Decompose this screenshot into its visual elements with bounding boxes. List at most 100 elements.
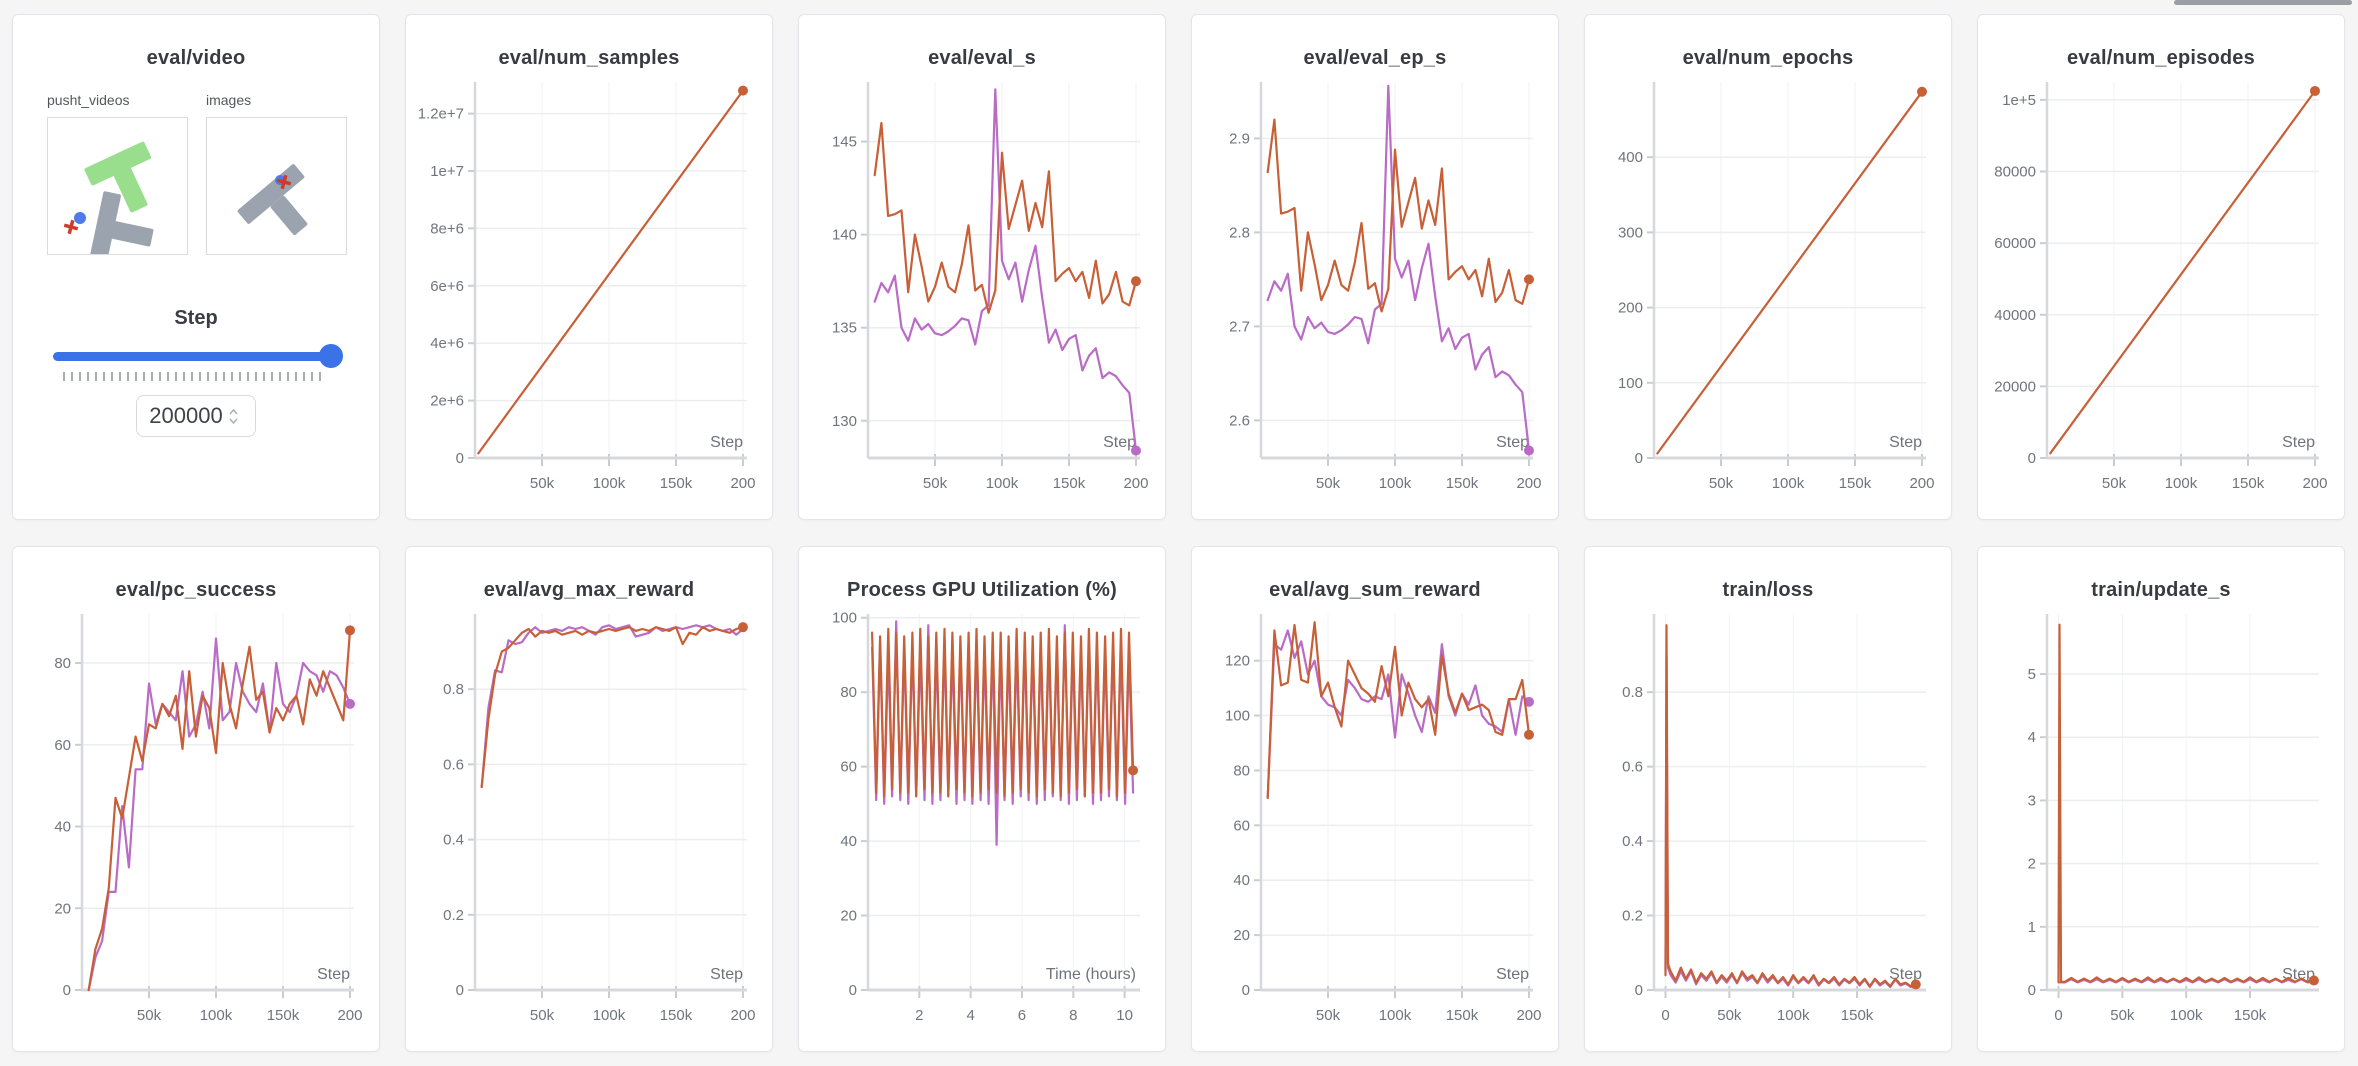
svg-text:0: 0 — [63, 982, 71, 999]
line-chart-eval-num-samples[interactable]: 0 2e+6 4e+6 6e+6 8e+6 1e+7 1.2e+7 50k 100k 150k 20… — [417, 74, 761, 504]
svg-text:40000: 40000 — [1994, 307, 2036, 324]
step-input[interactable] — [143, 403, 229, 429]
line-chart-eval-eval-s[interactable]: 130 135 140 145 50k 100k 150k 200 Step — [810, 74, 1154, 504]
svg-text:60: 60 — [1233, 817, 1250, 834]
panel-eval-eval-s: eval/eval_s 130 135 140 145 50k 100k 150k 200 St… — [798, 14, 1166, 520]
step-slider-track[interactable] — [53, 352, 339, 361]
horizontal-scrollbar[interactable] — [2174, 0, 2352, 5]
panel-title: eval/pc_success — [115, 579, 277, 601]
pusht-scene-video — [63, 141, 154, 263]
panel-title: eval/num_epochs — [1682, 47, 1854, 69]
line-chart-eval-eval-ep-s[interactable]: 2.6 2.7 2.8 2.9 50k 100k 150k 200 Step — [1203, 74, 1547, 504]
svg-text:Step: Step — [1496, 434, 1529, 451]
svg-text:60000: 60000 — [1994, 235, 2036, 252]
svg-text:2.7: 2.7 — [1229, 318, 1250, 335]
svg-text:0: 0 — [849, 982, 857, 999]
svg-text:100k: 100k — [593, 1007, 626, 1024]
svg-text:80: 80 — [1233, 762, 1250, 779]
svg-text:120: 120 — [1225, 653, 1250, 670]
svg-text:150k: 150k — [660, 1007, 693, 1024]
panel-eval-avg-sum-reward: eval/avg_sum_reward 0 20 40 60 80 100 120 50k 10… — [1191, 546, 1559, 1052]
svg-text:200: 200 — [730, 475, 755, 492]
media-label: images — [206, 92, 252, 108]
panel-eval-num-samples: eval/num_samples 0 2e+6 4e+6 6e+6 8e+6 1e+7 1.… — [405, 14, 773, 520]
svg-text:200: 200 — [1618, 300, 1643, 317]
svg-text:100: 100 — [832, 610, 857, 627]
svg-text:200: 200 — [730, 1007, 755, 1024]
line-chart-gpu-utilization[interactable]: 0 20 40 60 80 100 2 4 6 8 10 Time (hours) — [810, 606, 1154, 1036]
images-thumbnail[interactable] — [206, 117, 347, 255]
panel-title: Process GPU Utilization (%) — [847, 579, 1117, 601]
svg-text:6: 6 — [1018, 1007, 1026, 1024]
svg-text:40: 40 — [1233, 872, 1250, 889]
svg-text:0.2: 0.2 — [1622, 908, 1643, 925]
step-slider-thumb[interactable] — [319, 344, 343, 368]
svg-text:40: 40 — [840, 833, 857, 850]
stepper-up-icon[interactable] — [229, 408, 238, 415]
panel-train-update-s: train/update_s 0 1 2 3 4 5 0 50k 100k 150k Step — [1977, 546, 2345, 1052]
svg-text:1: 1 — [2028, 919, 2036, 936]
pusht-scene-image — [237, 164, 308, 235]
svg-text:2.9: 2.9 — [1229, 130, 1250, 147]
svg-text:150k: 150k — [2234, 1007, 2267, 1024]
svg-text:200: 200 — [1516, 475, 1541, 492]
svg-text:Time (hours): Time (hours) — [1046, 966, 1136, 983]
svg-text:0.8: 0.8 — [1622, 684, 1643, 701]
panel-title: eval/num_episodes — [2067, 47, 2255, 69]
svg-text:2.8: 2.8 — [1229, 224, 1250, 241]
svg-text:60: 60 — [54, 737, 71, 754]
step-slider-label: Step — [174, 307, 218, 329]
line-chart-eval-num-episodes[interactable]: 0 20000 40000 60000 80000 1e+5 50k 100k 150k 200 S… — [1989, 74, 2333, 504]
step-input-box[interactable] — [136, 395, 256, 437]
pusht-video-thumbnail[interactable] — [47, 117, 188, 263]
svg-text:2e+6: 2e+6 — [430, 393, 464, 410]
svg-text:150k: 150k — [1841, 1007, 1874, 1024]
svg-text:145: 145 — [832, 134, 857, 151]
line-chart-eval-pc-success[interactable]: 0 20 40 60 80 50k 100k 150k 200 Step — [24, 606, 368, 1036]
media-row: pusht_videos — [47, 92, 365, 263]
svg-text:50k: 50k — [923, 475, 948, 492]
svg-text:150k: 150k — [1446, 1007, 1479, 1024]
svg-text:0: 0 — [1635, 450, 1643, 467]
svg-text:135: 135 — [832, 320, 857, 337]
svg-text:150k: 150k — [1446, 475, 1479, 492]
stepper-down-icon[interactable] — [229, 417, 238, 424]
svg-text:140: 140 — [832, 227, 857, 244]
panel-title: train/update_s — [2091, 579, 2231, 601]
svg-text:2: 2 — [915, 1007, 923, 1024]
line-chart-train-loss[interactable]: 0 0.2 0.4 0.6 0.8 0 50k 100k 150k Step — [1596, 606, 1940, 1036]
target-cross-icon — [276, 174, 292, 190]
panel-title: eval/eval_ep_s — [1303, 47, 1447, 69]
svg-text:0: 0 — [2028, 982, 2036, 999]
stepper-buttons[interactable] — [229, 408, 238, 424]
svg-text:0: 0 — [456, 982, 464, 999]
panel-title: eval/eval_s — [928, 47, 1036, 69]
media-label: pusht_videos — [47, 92, 130, 108]
panel-eval-num-episodes: eval/num_episodes 0 20000 40000 60000 80000 1… — [1977, 14, 2345, 520]
svg-text:0.2: 0.2 — [443, 907, 464, 924]
svg-text:50k: 50k — [137, 1007, 162, 1024]
svg-text:20: 20 — [1233, 927, 1250, 944]
panel-eval-video: eval/video pusht_videos — [12, 14, 380, 520]
line-chart-eval-avg-max-reward[interactable]: 0 0.2 0.4 0.6 0.8 50k 100k 150k 200 Step — [417, 606, 761, 1036]
svg-text:0: 0 — [1661, 1007, 1669, 1024]
svg-text:300: 300 — [1618, 224, 1643, 241]
svg-text:100: 100 — [1618, 375, 1643, 392]
svg-text:100k: 100k — [986, 475, 1019, 492]
svg-text:0: 0 — [1242, 982, 1250, 999]
svg-text:50k: 50k — [2102, 475, 2127, 492]
svg-text:100k: 100k — [1772, 475, 1805, 492]
slider-tick-marks — [63, 372, 325, 381]
svg-text:6e+6: 6e+6 — [430, 278, 464, 295]
svg-text:4e+6: 4e+6 — [430, 335, 464, 352]
line-chart-eval-num-epochs[interactable]: 0 100 200 300 400 50k 100k 150k 200 Step — [1596, 74, 1940, 504]
panel-train-loss: train/loss 0 0.2 0.4 0.6 0.8 0 50k 100k 150k Step — [1584, 546, 1952, 1052]
panel-title: eval/num_samples — [498, 47, 680, 69]
svg-text:50k: 50k — [530, 1007, 555, 1024]
svg-text:Step: Step — [1889, 966, 1922, 983]
svg-text:80: 80 — [54, 655, 71, 672]
step-slider[interactable] — [53, 344, 343, 368]
svg-text:Step: Step — [710, 434, 743, 451]
line-chart-eval-avg-sum-reward[interactable]: 0 20 40 60 80 100 120 50k 100k 150k 200 Step — [1203, 606, 1547, 1036]
